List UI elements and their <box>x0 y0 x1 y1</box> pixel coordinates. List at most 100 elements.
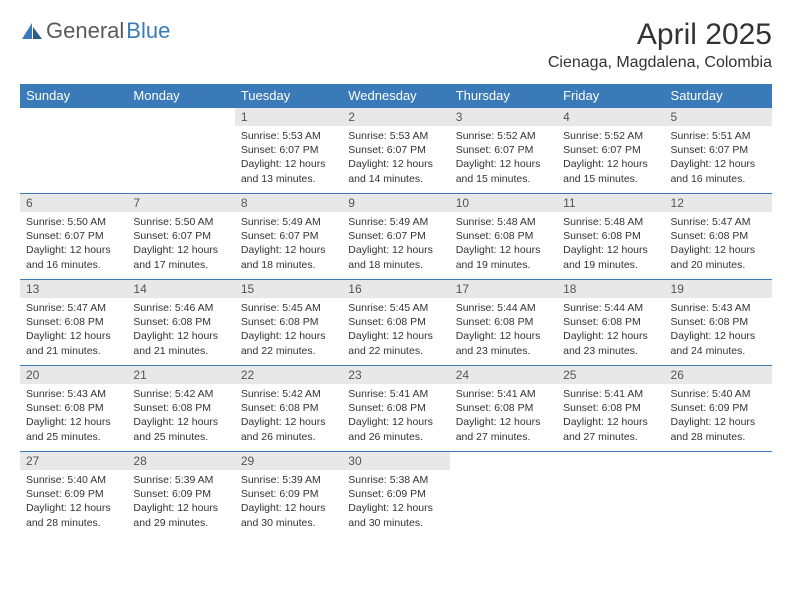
weekday-header: Thursday <box>450 84 557 108</box>
day-details: Sunrise: 5:49 AMSunset: 6:07 PMDaylight:… <box>342 212 449 278</box>
day-number: 23 <box>342 366 449 384</box>
logo-sail-icon <box>20 21 44 41</box>
day-number: 13 <box>20 280 127 298</box>
calendar-day-cell: 5Sunrise: 5:51 AMSunset: 6:07 PMDaylight… <box>665 108 772 194</box>
day-number: 1 <box>235 108 342 126</box>
day-details: Sunrise: 5:39 AMSunset: 6:09 PMDaylight:… <box>235 470 342 536</box>
calendar-day-cell: 19Sunrise: 5:43 AMSunset: 6:08 PMDayligh… <box>665 280 772 366</box>
day-number: 29 <box>235 452 342 470</box>
day-details: Sunrise: 5:40 AMSunset: 6:09 PMDaylight:… <box>20 470 127 536</box>
day-number: 20 <box>20 366 127 384</box>
weekday-header: Monday <box>127 84 234 108</box>
calendar-day-cell: 17Sunrise: 5:44 AMSunset: 6:08 PMDayligh… <box>450 280 557 366</box>
calendar-day-cell <box>665 452 772 538</box>
calendar-day-cell <box>127 108 234 194</box>
calendar-day-cell: 10Sunrise: 5:48 AMSunset: 6:08 PMDayligh… <box>450 194 557 280</box>
calendar-day-cell: 18Sunrise: 5:44 AMSunset: 6:08 PMDayligh… <box>557 280 664 366</box>
month-title: April 2025 <box>548 18 772 52</box>
day-number: 27 <box>20 452 127 470</box>
day-number: 18 <box>557 280 664 298</box>
calendar-day-cell: 3Sunrise: 5:52 AMSunset: 6:07 PMDaylight… <box>450 108 557 194</box>
day-number: 28 <box>127 452 234 470</box>
day-details: Sunrise: 5:46 AMSunset: 6:08 PMDaylight:… <box>127 298 234 364</box>
weekday-header: Sunday <box>20 84 127 108</box>
day-details: Sunrise: 5:41 AMSunset: 6:08 PMDaylight:… <box>450 384 557 450</box>
day-details: Sunrise: 5:44 AMSunset: 6:08 PMDaylight:… <box>557 298 664 364</box>
day-details: Sunrise: 5:47 AMSunset: 6:08 PMDaylight:… <box>20 298 127 364</box>
day-number: 4 <box>557 108 664 126</box>
day-number: 11 <box>557 194 664 212</box>
day-details: Sunrise: 5:43 AMSunset: 6:08 PMDaylight:… <box>20 384 127 450</box>
calendar-day-cell: 26Sunrise: 5:40 AMSunset: 6:09 PMDayligh… <box>665 366 772 452</box>
calendar-day-cell <box>557 452 664 538</box>
day-number: 21 <box>127 366 234 384</box>
calendar-day-cell: 28Sunrise: 5:39 AMSunset: 6:09 PMDayligh… <box>127 452 234 538</box>
calendar-day-cell: 13Sunrise: 5:47 AMSunset: 6:08 PMDayligh… <box>20 280 127 366</box>
day-details: Sunrise: 5:50 AMSunset: 6:07 PMDaylight:… <box>20 212 127 278</box>
weekday-header-row: SundayMondayTuesdayWednesdayThursdayFrid… <box>20 84 772 108</box>
calendar-day-cell <box>450 452 557 538</box>
calendar-day-cell: 4Sunrise: 5:52 AMSunset: 6:07 PMDaylight… <box>557 108 664 194</box>
day-number: 12 <box>665 194 772 212</box>
day-number: 3 <box>450 108 557 126</box>
day-details: Sunrise: 5:43 AMSunset: 6:08 PMDaylight:… <box>665 298 772 364</box>
day-details: Sunrise: 5:48 AMSunset: 6:08 PMDaylight:… <box>557 212 664 278</box>
logo-text-blue: Blue <box>126 18 170 44</box>
weekday-header: Friday <box>557 84 664 108</box>
calendar-day-cell: 24Sunrise: 5:41 AMSunset: 6:08 PMDayligh… <box>450 366 557 452</box>
calendar-week-row: 20Sunrise: 5:43 AMSunset: 6:08 PMDayligh… <box>20 366 772 452</box>
day-details: Sunrise: 5:52 AMSunset: 6:07 PMDaylight:… <box>450 126 557 192</box>
day-details: Sunrise: 5:49 AMSunset: 6:07 PMDaylight:… <box>235 212 342 278</box>
calendar-day-cell: 11Sunrise: 5:48 AMSunset: 6:08 PMDayligh… <box>557 194 664 280</box>
calendar-week-row: 1Sunrise: 5:53 AMSunset: 6:07 PMDaylight… <box>20 108 772 194</box>
day-number: 5 <box>665 108 772 126</box>
title-block: April 2025 Cienaga, Magdalena, Colombia <box>548 18 772 72</box>
calendar-table: SundayMondayTuesdayWednesdayThursdayFrid… <box>20 84 772 538</box>
day-number: 6 <box>20 194 127 212</box>
weekday-header: Tuesday <box>235 84 342 108</box>
calendar-day-cell: 15Sunrise: 5:45 AMSunset: 6:08 PMDayligh… <box>235 280 342 366</box>
day-details: Sunrise: 5:39 AMSunset: 6:09 PMDaylight:… <box>127 470 234 536</box>
calendar-day-cell: 25Sunrise: 5:41 AMSunset: 6:08 PMDayligh… <box>557 366 664 452</box>
calendar-day-cell: 8Sunrise: 5:49 AMSunset: 6:07 PMDaylight… <box>235 194 342 280</box>
header: General Blue April 2025 Cienaga, Magdale… <box>20 18 772 72</box>
day-details: Sunrise: 5:47 AMSunset: 6:08 PMDaylight:… <box>665 212 772 278</box>
day-details: Sunrise: 5:40 AMSunset: 6:09 PMDaylight:… <box>665 384 772 450</box>
day-number: 24 <box>450 366 557 384</box>
day-details: Sunrise: 5:53 AMSunset: 6:07 PMDaylight:… <box>235 126 342 192</box>
day-number: 7 <box>127 194 234 212</box>
calendar-day-cell: 22Sunrise: 5:42 AMSunset: 6:08 PMDayligh… <box>235 366 342 452</box>
calendar-day-cell: 2Sunrise: 5:53 AMSunset: 6:07 PMDaylight… <box>342 108 449 194</box>
day-details: Sunrise: 5:44 AMSunset: 6:08 PMDaylight:… <box>450 298 557 364</box>
day-details: Sunrise: 5:41 AMSunset: 6:08 PMDaylight:… <box>342 384 449 450</box>
day-number: 9 <box>342 194 449 212</box>
day-details: Sunrise: 5:45 AMSunset: 6:08 PMDaylight:… <box>235 298 342 364</box>
calendar-day-cell <box>20 108 127 194</box>
day-details: Sunrise: 5:51 AMSunset: 6:07 PMDaylight:… <box>665 126 772 192</box>
day-details: Sunrise: 5:53 AMSunset: 6:07 PMDaylight:… <box>342 126 449 192</box>
day-number: 19 <box>665 280 772 298</box>
logo-text-general: General <box>46 18 124 44</box>
day-number: 22 <box>235 366 342 384</box>
calendar-day-cell: 23Sunrise: 5:41 AMSunset: 6:08 PMDayligh… <box>342 366 449 452</box>
day-details: Sunrise: 5:50 AMSunset: 6:07 PMDaylight:… <box>127 212 234 278</box>
calendar-day-cell: 30Sunrise: 5:38 AMSunset: 6:09 PMDayligh… <box>342 452 449 538</box>
day-number: 26 <box>665 366 772 384</box>
logo: General Blue <box>20 18 170 44</box>
calendar-day-cell: 29Sunrise: 5:39 AMSunset: 6:09 PMDayligh… <box>235 452 342 538</box>
day-details: Sunrise: 5:45 AMSunset: 6:08 PMDaylight:… <box>342 298 449 364</box>
day-details: Sunrise: 5:52 AMSunset: 6:07 PMDaylight:… <box>557 126 664 192</box>
day-number: 25 <box>557 366 664 384</box>
day-number: 17 <box>450 280 557 298</box>
day-details: Sunrise: 5:38 AMSunset: 6:09 PMDaylight:… <box>342 470 449 536</box>
calendar-day-cell: 6Sunrise: 5:50 AMSunset: 6:07 PMDaylight… <box>20 194 127 280</box>
day-number: 10 <box>450 194 557 212</box>
calendar-day-cell: 1Sunrise: 5:53 AMSunset: 6:07 PMDaylight… <box>235 108 342 194</box>
calendar-day-cell: 14Sunrise: 5:46 AMSunset: 6:08 PMDayligh… <box>127 280 234 366</box>
calendar-day-cell: 27Sunrise: 5:40 AMSunset: 6:09 PMDayligh… <box>20 452 127 538</box>
calendar-day-cell: 9Sunrise: 5:49 AMSunset: 6:07 PMDaylight… <box>342 194 449 280</box>
day-details: Sunrise: 5:42 AMSunset: 6:08 PMDaylight:… <box>235 384 342 450</box>
day-number: 2 <box>342 108 449 126</box>
calendar-week-row: 27Sunrise: 5:40 AMSunset: 6:09 PMDayligh… <box>20 452 772 538</box>
calendar-day-cell: 20Sunrise: 5:43 AMSunset: 6:08 PMDayligh… <box>20 366 127 452</box>
